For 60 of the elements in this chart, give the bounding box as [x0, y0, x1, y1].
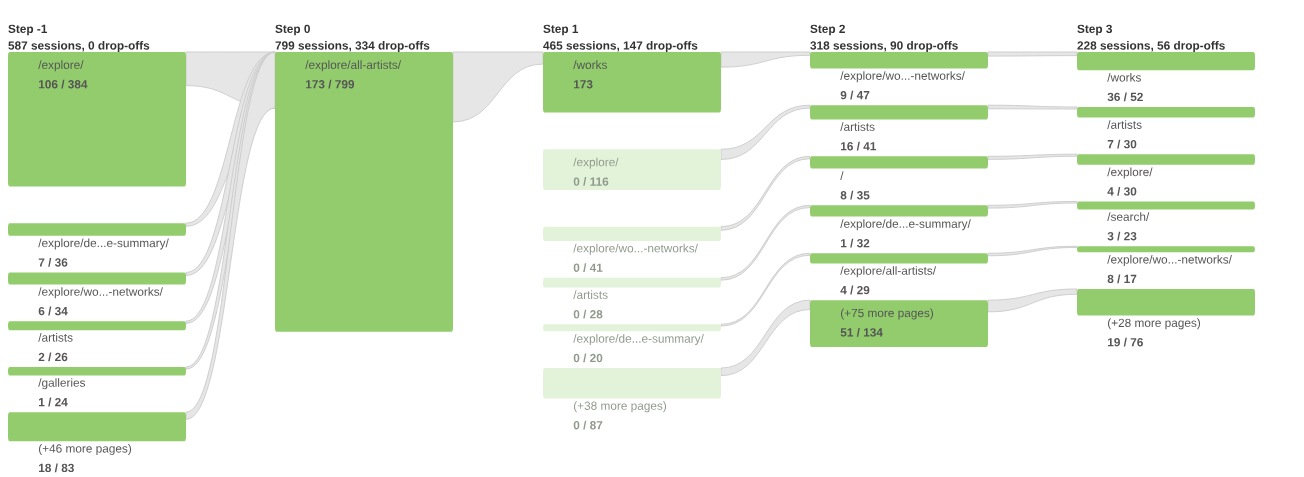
category-label: /galleries: [38, 378, 86, 390]
category-label: /explore/all-artists/: [840, 266, 937, 278]
data-label: 1 / 32: [841, 238, 870, 248]
category-label: /explore/de...e-summary/: [38, 238, 169, 250]
text: 465 sessions, 147 drop-offs: [543, 41, 698, 52]
data-label: 0 / 28: [573, 309, 603, 319]
data-label: 0 / 41: [573, 263, 603, 273]
category-label: /artists: [1107, 120, 1142, 129]
category-label: /explore/de...e-summary/: [573, 334, 704, 346]
data-label: 4 / 29: [840, 285, 870, 295]
data-label: 8 / 35: [840, 190, 870, 200]
data-label: 16 / 41: [841, 141, 877, 151]
data-label: 18 / 83: [39, 463, 74, 473]
category-label: /works: [1107, 72, 1141, 82]
text: Step 3: [1077, 24, 1112, 36]
text: 799 sessions, 334 drop-offs: [275, 41, 430, 52]
data-label: 9 / 47: [840, 90, 870, 100]
category-label: (+75 more pages): [840, 308, 934, 320]
category-label: /explore/wo...-networks/: [573, 243, 698, 255]
data-label: 6 / 34: [38, 306, 68, 316]
data-label: 4 / 30: [1107, 186, 1137, 196]
category-label: /artists: [840, 122, 875, 131]
data-label: 0 / 87: [573, 420, 603, 430]
data-label: 36 / 52: [1107, 92, 1143, 102]
text: 318 sessions, 90 drop-offs: [810, 41, 958, 52]
data-label: 3 / 23: [1107, 231, 1137, 241]
data-label: 0 / 116: [573, 177, 609, 186]
category-label: /explore/: [1107, 167, 1153, 179]
data-label: 2 / 26: [38, 352, 68, 362]
category-label: /artists: [38, 333, 73, 342]
text: Step 2: [810, 24, 845, 36]
category-label: /explore/wo...-networks/: [840, 71, 965, 83]
data-label: 7 / 36: [38, 257, 68, 267]
category-label: (+38 more pages): [573, 401, 667, 413]
category-label: /: [840, 171, 844, 180]
category-label: /artists: [573, 290, 608, 299]
data-label: 173 / 799: [306, 79, 355, 89]
text: 587 sessions, 0 drop-offs: [8, 41, 150, 52]
category-label: /explore/: [573, 157, 619, 169]
category-label: /explore/: [38, 60, 84, 72]
text: Step 1: [543, 24, 579, 36]
category-label: /explore/all-artists/: [305, 60, 402, 72]
data-label: 106 / 384: [39, 79, 88, 89]
category-label: (+46 more pages): [38, 443, 132, 455]
data-label: 8 / 17: [1107, 274, 1137, 284]
category-label: /explore/wo...-networks/: [1107, 254, 1232, 266]
text: Step 0: [275, 24, 310, 36]
text: Step -1: [8, 24, 48, 36]
category-label: /explore/de...e-summary/: [840, 219, 971, 231]
data-label: 0 / 20: [573, 353, 603, 363]
category-label: (+28 more pages): [1107, 318, 1201, 330]
category-label: /search/: [1107, 212, 1150, 221]
category-label: /explore/wo...-networks/: [38, 287, 163, 299]
text: 228 sessions, 56 drop-offs: [1077, 41, 1225, 52]
data-label: 1 / 24: [39, 397, 68, 407]
data-label: 173: [574, 80, 593, 89]
data-label: 51 / 134: [840, 327, 883, 337]
data-label: 7 / 30: [1107, 139, 1137, 149]
category-label: /works: [573, 60, 607, 69]
data-label: 19 / 76: [1108, 337, 1143, 347]
